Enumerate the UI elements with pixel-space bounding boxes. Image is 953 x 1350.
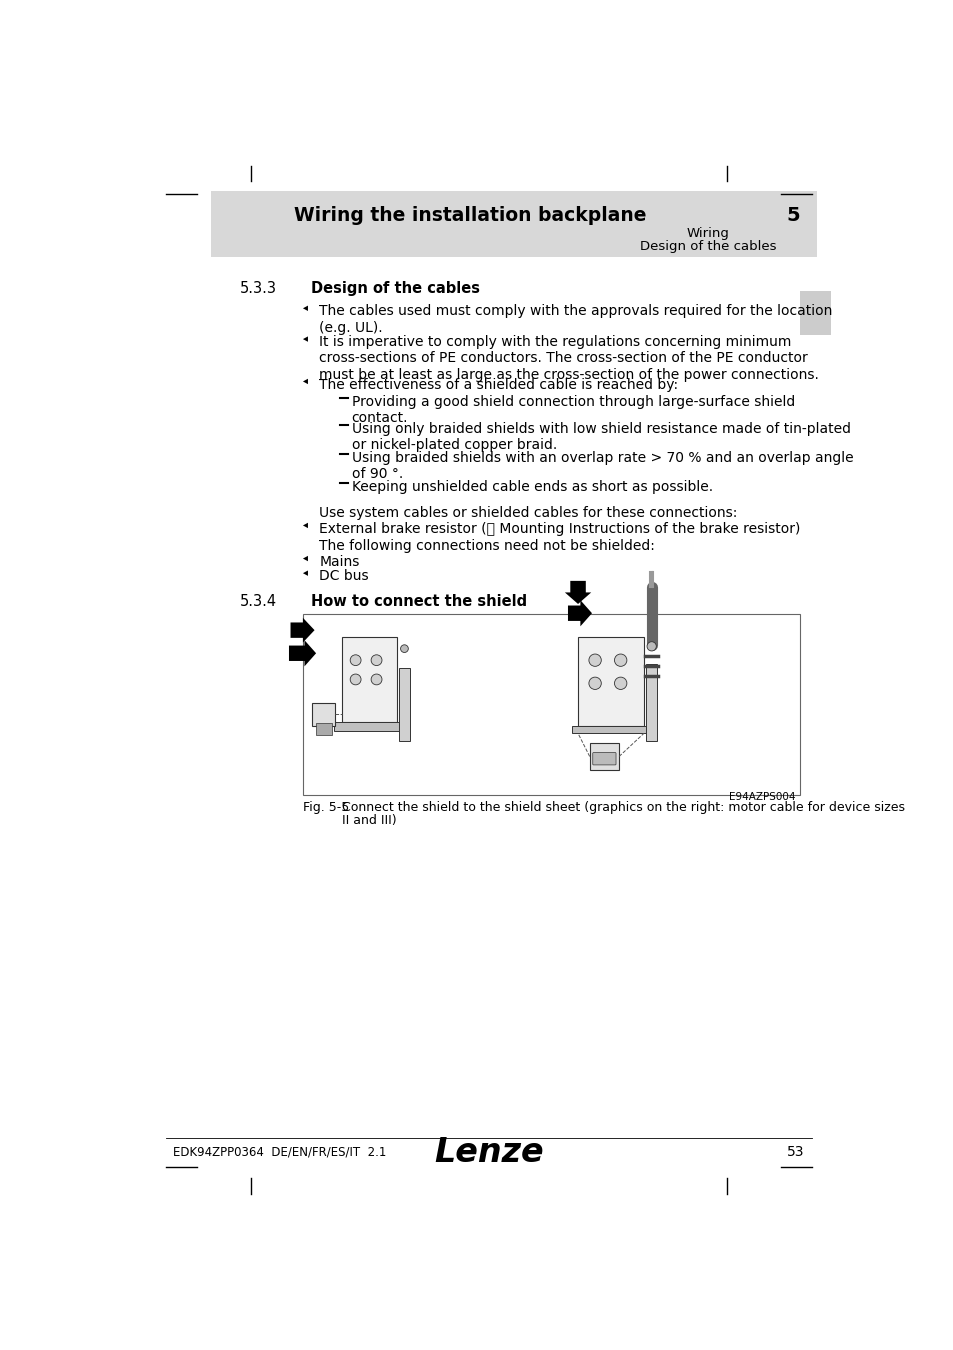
Polygon shape — [291, 618, 314, 643]
Bar — [589, 743, 618, 770]
Polygon shape — [303, 336, 308, 342]
Bar — [334, 722, 405, 732]
Text: Design of the cables: Design of the cables — [639, 240, 776, 254]
Text: External brake resistor (ⓢ Mounting Instructions of the brake resistor): External brake resistor (ⓢ Mounting Inst… — [319, 521, 800, 536]
Text: The following connections need not be shielded:: The following connections need not be sh… — [319, 539, 655, 552]
Circle shape — [614, 678, 626, 690]
Text: Providing a good shield connection through large-surface shield
contact.: Providing a good shield connection throu… — [352, 394, 794, 425]
Text: How to connect the shield: How to connect the shield — [311, 594, 527, 609]
Text: 5: 5 — [786, 207, 800, 225]
Circle shape — [588, 653, 600, 667]
Text: Mains: Mains — [319, 555, 359, 568]
Text: E94AZPS004: E94AZPS004 — [728, 792, 794, 802]
Polygon shape — [303, 305, 308, 310]
Bar — [312, 702, 335, 726]
Text: 5.3.3: 5.3.3 — [239, 281, 276, 297]
Bar — [645, 664, 657, 741]
Bar — [578, 637, 643, 726]
FancyBboxPatch shape — [592, 752, 616, 765]
Bar — [303, 614, 799, 795]
Text: Design of the cables: Design of the cables — [311, 281, 480, 297]
Circle shape — [400, 645, 408, 652]
Polygon shape — [564, 580, 591, 603]
Text: 53: 53 — [786, 1145, 803, 1160]
Text: Lenze: Lenze — [434, 1135, 543, 1169]
Text: Using braided shields with an overlap rate > 70 % and an overlap angle
of 90 °.: Using braided shields with an overlap ra… — [352, 451, 853, 481]
Text: EDK94ZPP0364  DE/EN/FR/ES/IT  2.1: EDK94ZPP0364 DE/EN/FR/ES/IT 2.1 — [173, 1146, 387, 1158]
Text: Wiring the installation backplane: Wiring the installation backplane — [294, 207, 645, 225]
Polygon shape — [303, 571, 308, 576]
Bar — [799, 290, 830, 335]
Bar — [398, 668, 410, 741]
Text: II and III): II and III) — [341, 814, 395, 828]
Bar — [571, 726, 649, 733]
Bar — [211, 192, 816, 256]
Text: It is imperative to comply with the regulations concerning minimum
cross-section: It is imperative to comply with the regu… — [319, 335, 819, 382]
Text: Using only braided shields with low shield resistance made of tin-plated
or nick: Using only braided shields with low shie… — [352, 423, 850, 452]
Text: The effectiveness of a shielded cable is reached by:: The effectiveness of a shielded cable is… — [319, 378, 678, 392]
Polygon shape — [303, 522, 308, 528]
Text: Wiring: Wiring — [686, 227, 729, 240]
Text: DC bus: DC bus — [319, 570, 369, 583]
Text: Fig. 5-5: Fig. 5-5 — [303, 801, 349, 814]
Text: The cables used must comply with the approvals required for the location
(e.g. U: The cables used must comply with the app… — [319, 305, 832, 335]
Bar — [315, 724, 332, 734]
Bar — [341, 637, 397, 722]
Circle shape — [350, 655, 360, 666]
Circle shape — [614, 653, 626, 667]
Circle shape — [350, 674, 360, 684]
Circle shape — [588, 678, 600, 690]
Polygon shape — [289, 640, 315, 667]
Text: Keeping unshielded cable ends as short as possible.: Keeping unshielded cable ends as short a… — [352, 481, 712, 494]
Polygon shape — [303, 556, 308, 562]
Text: Connect the shield to the shield sheet (graphics on the right: motor cable for d: Connect the shield to the shield sheet (… — [341, 801, 903, 814]
Polygon shape — [303, 379, 308, 385]
Circle shape — [371, 655, 381, 666]
Text: 5.3.4: 5.3.4 — [239, 594, 276, 609]
Circle shape — [371, 674, 381, 684]
Circle shape — [646, 641, 656, 651]
Polygon shape — [567, 601, 592, 626]
Text: Use system cables or shielded cables for these connections:: Use system cables or shielded cables for… — [319, 506, 737, 520]
